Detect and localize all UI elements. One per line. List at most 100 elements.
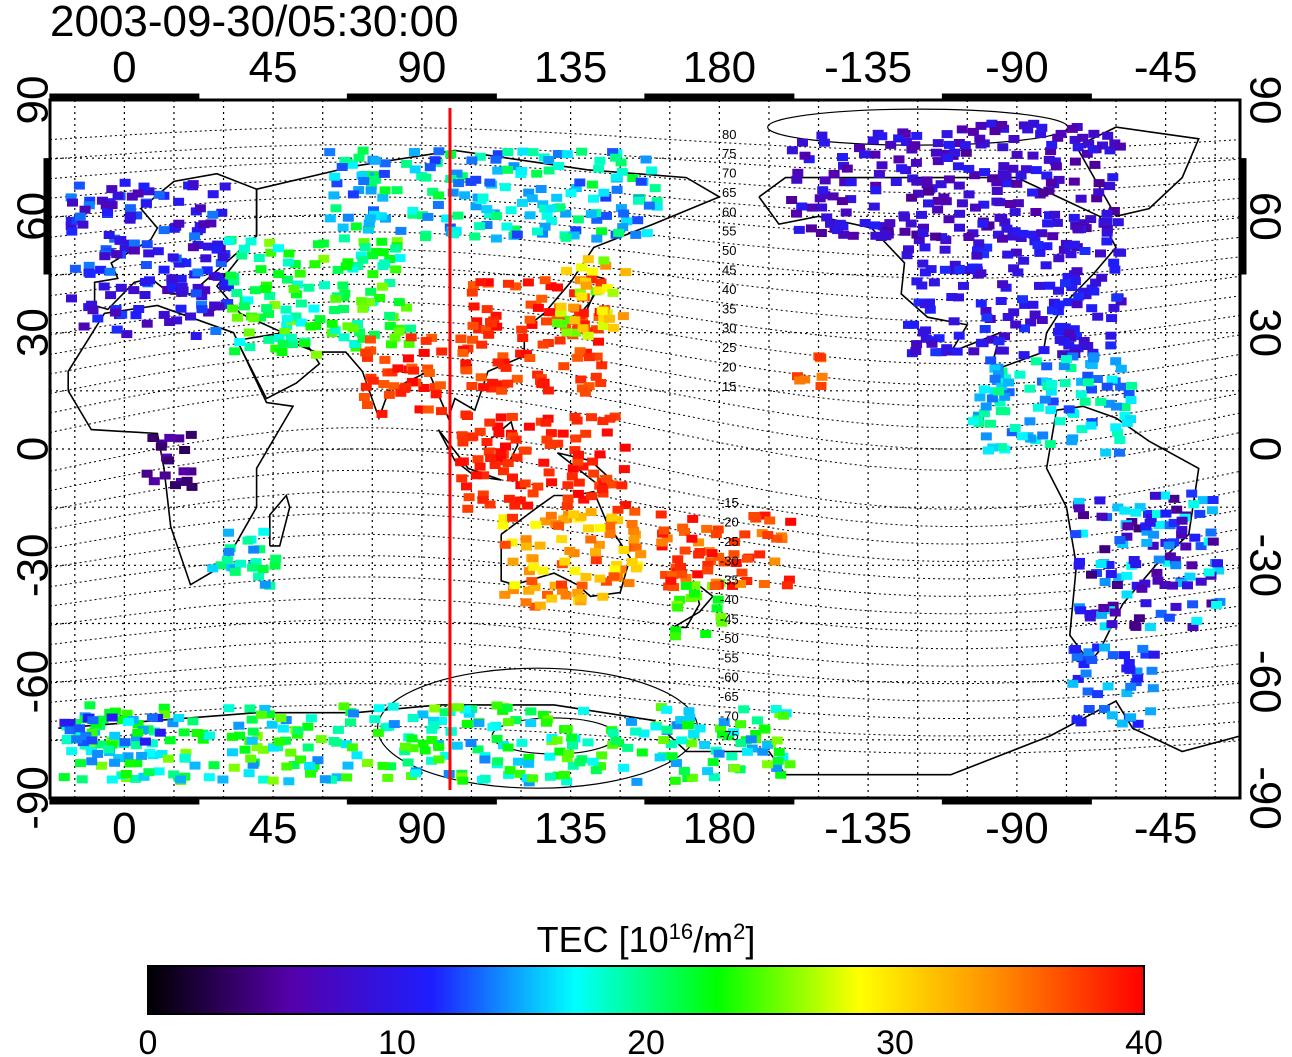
- tec-cell-north-america: [975, 338, 987, 347]
- tec-cell-australia: [534, 541, 546, 550]
- tec-cell-australia: [558, 515, 570, 524]
- tec-cell-siberia: [568, 231, 580, 240]
- tec-cell-alaska-canada: [935, 180, 947, 189]
- tec-cell-india: [378, 380, 390, 388]
- tec-cell-antarctica: [666, 752, 678, 761]
- tec-cell-caribbean: [1000, 374, 1011, 383]
- tec-cell-south-pacific: [668, 583, 680, 592]
- tec-cell-west-asia: [394, 254, 406, 263]
- tec-cell-north-america: [925, 265, 937, 274]
- tec-cell-south-pacific: [710, 530, 722, 539]
- tec-cell-antarctica-west: [77, 738, 89, 747]
- tec-cell-south-america: [1180, 542, 1192, 551]
- tec-cell-alaska-canada: [963, 233, 975, 241]
- tec-cell-antarctica: [636, 748, 648, 757]
- tec-cell-north-america: [928, 278, 940, 287]
- tec-cell-west-asia: [365, 287, 377, 296]
- tec-cell-india: [379, 355, 391, 364]
- tec-cell-antarctica: [772, 756, 784, 765]
- tec-cell-australia: [590, 556, 602, 565]
- y-tick-label-left: 30: [9, 308, 58, 357]
- tec-cell-south-america: [1168, 494, 1180, 503]
- tec-cell-antarctica: [718, 718, 730, 727]
- tec-cell-indonesia: [506, 412, 518, 421]
- tec-cell-east-asia: [545, 282, 557, 291]
- tec-cell-alaska-canada: [949, 148, 961, 157]
- tec-cell-alaska-canada: [827, 192, 839, 201]
- tec-cell-south-pacific: [712, 525, 724, 534]
- tec-cell-antarctica: [631, 777, 643, 786]
- tec-cell-alaska-canada: [1036, 123, 1048, 132]
- tec-cell-antarctica: [501, 703, 513, 712]
- tec-cell-siberia: [433, 147, 445, 156]
- tec-cell-siberia: [353, 186, 365, 195]
- tec-cell-australia: [507, 557, 519, 566]
- tec-cell-africa-north: [164, 433, 176, 442]
- tec-cell-antarctica: [742, 747, 753, 756]
- tec-cell-antarctica: [122, 717, 134, 726]
- tec-cell-alaska-canada: [970, 203, 981, 212]
- tec-cell-siberia: [621, 217, 633, 226]
- tec-cell-indonesia: [484, 500, 496, 509]
- tec-cell-caribbean: [1082, 378, 1094, 387]
- tec-cell-west-asia: [238, 244, 250, 253]
- tec-cell-west-asia: [281, 275, 293, 284]
- tec-cell-alaska-canada: [1011, 179, 1023, 188]
- tec-cell-indonesia: [502, 459, 514, 467]
- tec-cell-europe: [78, 322, 90, 331]
- tec-cell-alaska-canada: [786, 196, 798, 204]
- tec-cell-caribbean: [1110, 423, 1122, 432]
- tec-cell-africa-east: [221, 556, 233, 565]
- tec-cell-caribbean: [1066, 437, 1078, 446]
- tec-cell-australia: [537, 566, 549, 575]
- tec-cell-siberia: [618, 209, 630, 218]
- tec-cell-europe: [180, 259, 192, 268]
- tec-cell-india: [434, 381, 446, 390]
- tec-cell-new-zealand: [680, 581, 692, 590]
- tec-cell-west-asia: [356, 297, 368, 306]
- tec-cell-north-america: [1078, 287, 1089, 296]
- tec-cell-siberia: [574, 178, 586, 187]
- tec-cell-alaska-canada: [1015, 234, 1027, 242]
- tec-cell-east-asia: [473, 325, 485, 334]
- tec-cell-australia: [499, 590, 511, 599]
- tec-cell-alaska-canada: [1007, 232, 1019, 241]
- tec-cell-south-america: [1096, 512, 1108, 521]
- tec-cell-alaska-canada: [806, 203, 818, 212]
- tec-cell-siberia: [554, 203, 566, 212]
- tec-cell-patagonia: [1083, 648, 1095, 657]
- tec-cell-india: [364, 335, 376, 344]
- tec-cell-alaska-canada: [1037, 188, 1049, 197]
- tec-cell-australia: [521, 542, 532, 551]
- tec-cell-alaska-canada: [921, 176, 933, 185]
- magnetic-contour: [50, 725, 1240, 754]
- tec-cell-antarctica: [578, 706, 589, 715]
- tec-cell-patagonia: [1102, 682, 1114, 691]
- tec-cell-alaska-canada: [1101, 209, 1113, 218]
- tec-cell-australia: [623, 579, 635, 588]
- tec-cell-siberia: [339, 156, 351, 165]
- tec-cell-south-america: [1070, 530, 1082, 539]
- tec-cell-alaska-canada: [899, 213, 910, 222]
- tec-cell-north-america: [1101, 237, 1113, 246]
- contour-label-north: 75: [722, 146, 736, 161]
- tec-cell-south-america: [1182, 581, 1193, 590]
- tec-cell-antarctica: [58, 773, 70, 782]
- tec-cell-north-america: [1010, 320, 1022, 329]
- tec-cell-antarctica: [372, 728, 384, 737]
- tec-cell-siberia: [640, 155, 652, 164]
- tec-cell-patagonia: [1071, 653, 1083, 661]
- tec-cell-siberia: [452, 211, 464, 220]
- tec-cell-antarctica: [109, 758, 121, 767]
- tec-cell-siberia: [505, 206, 517, 215]
- tec-cell-alaska-canada: [977, 219, 989, 228]
- tec-cell-patagonia: [1132, 674, 1144, 683]
- tec-cell-africa-east: [257, 565, 269, 573]
- tec-cell-antarctica: [319, 775, 331, 784]
- tec-cell-antarctica: [654, 753, 666, 762]
- tec-cell-antarctica: [234, 731, 245, 740]
- tec-cell-east-asia: [492, 358, 504, 367]
- tec-cell-south-pacific: [665, 576, 677, 585]
- tec-cell-west-asia: [376, 237, 388, 246]
- tec-cell-alaska-canada: [1011, 150, 1023, 159]
